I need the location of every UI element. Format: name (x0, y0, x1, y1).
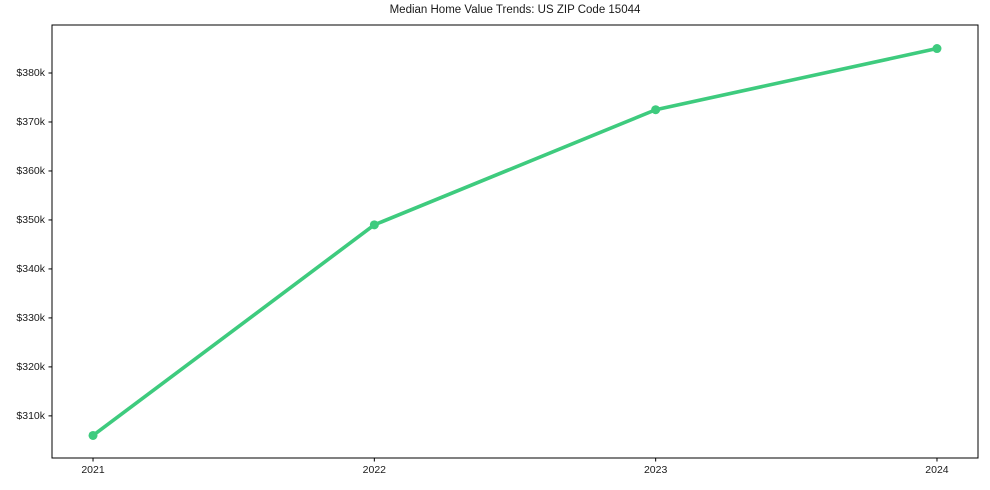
y-tick-label: $310k (16, 409, 45, 422)
y-tick-label: $330k (16, 311, 45, 324)
plot-frame (51, 24, 979, 459)
data-point-marker (932, 44, 942, 54)
y-tick-label: $320k (16, 360, 45, 373)
y-tick-label: $370k (16, 115, 45, 128)
trend-line (91, 46, 939, 438)
chart-title: Median Home Value Trends: US ZIP Code 15… (389, 4, 641, 16)
y-tick-label: $350k (16, 213, 45, 226)
y-tick-label: $340k (16, 262, 45, 275)
x-tick-label: 2024 (925, 464, 949, 476)
x-tick-label: 2021 (81, 464, 105, 476)
y-tick-label: $380k (16, 67, 45, 79)
y-tick-label: $360k (16, 164, 45, 177)
x-tick-label: 2023 (643, 464, 668, 476)
x-tick-label: 2022 (362, 464, 386, 476)
data-point-marker (88, 430, 98, 440)
data-point-marker (369, 220, 379, 230)
data-point-marker (651, 105, 661, 115)
